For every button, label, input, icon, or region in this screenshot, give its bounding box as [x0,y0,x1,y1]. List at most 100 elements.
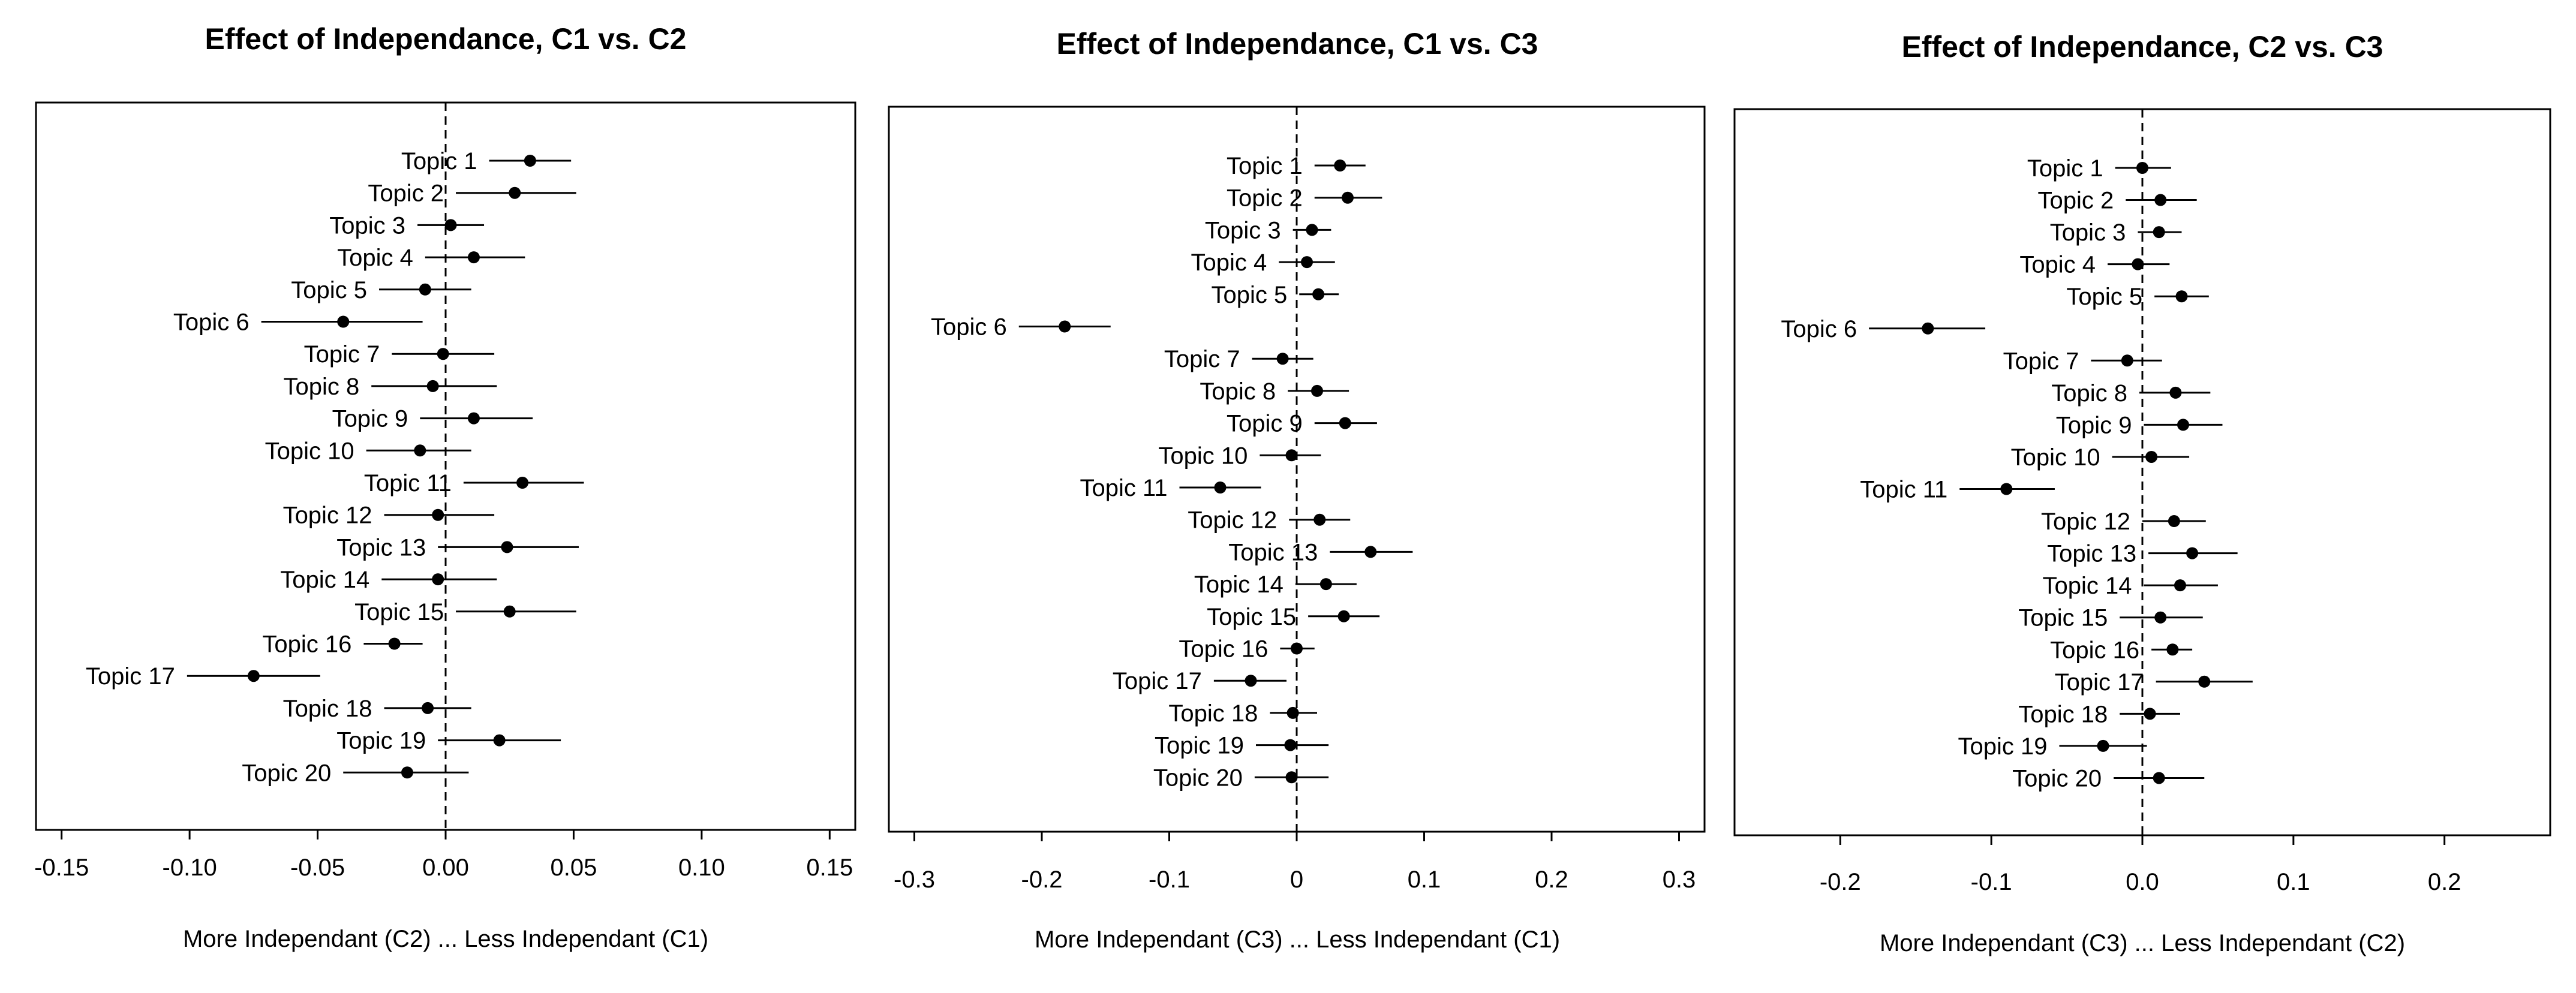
point-estimate [501,541,513,553]
topic-label: Topic 19 [1958,733,2047,760]
topic-label: Topic 12 [283,502,372,529]
topic-label: Topic 13 [1228,539,1318,565]
x-axis-label: More Independant (C3) ... Less Independa… [1035,926,1560,953]
point-estimate [2121,354,2133,367]
topic-row: Topic 20 [242,760,469,786]
topic-label: Topic 11 [1860,477,1947,503]
topic-label: Topic 12 [1188,507,1277,534]
topic-row: Topic 18 [1168,700,1317,727]
point-estimate [1291,642,1303,655]
topic-row: Topic 12 [1188,507,1351,534]
chart-title: Effect of Independance, C2 vs. C3 [1902,30,2383,64]
topic-label: Topic 1 [401,148,477,174]
x-axis: -0.3 -0.2 -0.1 0 0.1 0.2 0.3 [894,832,1696,893]
topic-row: Topic 11 [1080,475,1261,501]
x-tick-label: 0 [1290,866,1303,893]
x-tick-label: 0.15 [806,854,853,881]
x-tick-label: 0.3 [1663,866,1696,893]
point-estimate [419,283,431,296]
point-estimate [1285,771,1298,784]
point-estimate [2198,675,2211,688]
topic-label: Topic 15 [1207,604,1296,630]
topic-label: Topic 10 [1158,443,1248,469]
topic-label: Topic 9 [332,406,408,432]
topic-label: Topic 15 [2018,605,2108,631]
topic-label: Topic 20 [1153,765,1243,791]
point-estimate [2000,483,2013,495]
topic-label: Topic 2 [1227,185,1303,212]
chart-title: Effect of Independance, C1 vs. C2 [205,22,687,56]
point-estimate [1306,224,1318,236]
topic-row: Topic 17 [1113,668,1287,694]
topic-row: Topic 13 [336,534,579,561]
point-estimate [2145,450,2158,463]
data-marks: Topic 1 Topic 2 Topic 3 Topic 4 Topic 5 Topic… [86,103,584,830]
x-axis-label: More Independant (C2) ... Less Independa… [183,926,708,952]
topic-label: Topic 14 [280,567,369,593]
topic-label: Topic 8 [2051,380,2127,407]
topic-row: Topic 2 [2038,188,2197,214]
topic-label: Topic 8 [283,374,359,400]
topic-label: Topic 13 [2047,541,2136,567]
point-estimate [2097,739,2109,752]
topic-label: Topic 5 [2066,284,2142,310]
point-estimate [401,766,413,779]
topic-label: Topic 16 [262,631,351,658]
topic-row: Topic 4 [337,245,525,271]
topic-row: Topic 8 [1200,378,1349,405]
x-axis-label: More Independant (C3) ... Less Independa… [1880,930,2405,956]
topic-row: Topic 7 [2003,348,2162,374]
point-estimate [1287,706,1299,719]
point-estimate [1319,578,1332,591]
topic-row: Topic 10 [265,438,471,464]
topic-row: Topic 13 [2047,541,2238,567]
x-tick-label: 0.2 [1535,866,1568,893]
topic-label: Topic 17 [86,663,175,690]
topic-label: Topic 10 [265,438,354,464]
topic-row: Topic 1 [401,148,572,174]
point-estimate [432,573,444,586]
point-estimate [2153,772,2165,784]
topic-row: Topic 5 [2066,284,2209,310]
point-estimate [2153,226,2165,239]
topic-row: Topic 7 [304,341,495,368]
topic-row: Topic 4 [2019,252,2170,278]
x-tick-label: -0.1 [1971,869,2012,895]
topic-label: Topic 19 [1155,733,1244,759]
point-estimate [503,605,516,618]
topic-label: Topic 5 [291,277,367,303]
x-tick-label: -0.2 [1021,866,1063,893]
topic-label: Topic 4 [337,245,413,271]
topic-row: Topic 10 [2011,444,2190,471]
point-estimate [2136,162,2148,174]
topic-row: Topic 19 [1958,733,2147,760]
topic-row: Topic 16 [2050,637,2193,663]
point-estimate [1301,256,1313,269]
point-estimate [2168,515,2180,528]
point-estimate [337,315,350,328]
topic-label: Topic 7 [304,341,380,368]
topic-row: Topic 20 [2012,765,2205,792]
topic-row: Topic 18 [2018,701,2180,727]
topic-label: Topic 1 [2027,155,2103,182]
topic-row: Topic 5 [291,277,471,303]
point-estimate [2154,194,2167,206]
topic-label: Topic 19 [336,728,426,754]
topic-row: Topic 3 [1205,217,1331,243]
topic-label: Topic 20 [242,760,331,786]
topic-label: Topic 16 [2050,637,2139,663]
topic-label: Topic 13 [336,534,426,561]
topic-label: Topic 18 [2018,701,2108,727]
topic-row: Topic 9 [332,406,533,432]
point-estimate [414,444,426,457]
topic-label: Topic 12 [2041,508,2130,535]
topic-label: Topic 16 [1179,636,1268,663]
point-estimate [1339,417,1351,429]
x-tick-label: -0.3 [894,866,935,893]
point-estimate [2154,611,2167,624]
point-estimate [388,637,401,650]
topic-label: Topic 11 [1080,475,1167,501]
topic-row: Topic 3 [2050,219,2182,246]
topic-row: Topic 1 [2027,155,2171,182]
